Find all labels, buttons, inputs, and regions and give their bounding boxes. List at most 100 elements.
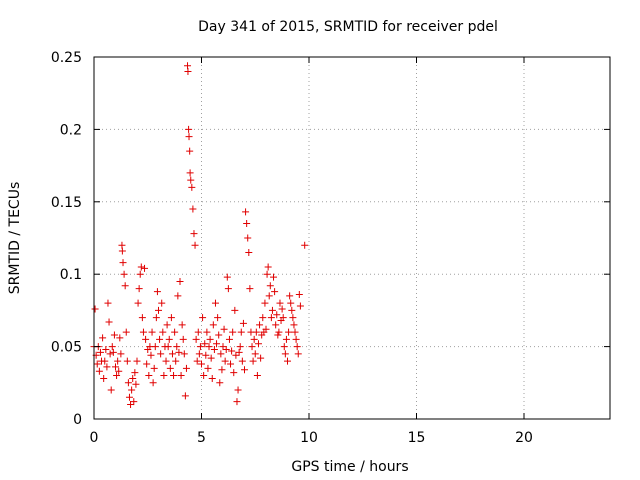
data-point bbox=[238, 357, 246, 365]
data-point bbox=[141, 264, 149, 272]
data-point bbox=[289, 314, 297, 322]
data-point bbox=[233, 398, 241, 406]
data-point bbox=[249, 357, 257, 365]
data-point bbox=[162, 357, 170, 365]
data-point bbox=[167, 314, 175, 322]
data-point bbox=[261, 299, 269, 307]
data-point bbox=[215, 331, 223, 339]
data-point bbox=[139, 328, 147, 336]
data-point bbox=[152, 314, 160, 322]
data-point bbox=[282, 335, 290, 343]
data-point bbox=[170, 372, 178, 380]
y-axis-label: SRMTID / TECUs bbox=[7, 182, 23, 295]
data-point bbox=[278, 305, 286, 313]
data-point bbox=[235, 348, 243, 356]
data-point bbox=[196, 343, 204, 351]
data-point bbox=[203, 328, 211, 336]
x-tick-label: 15 bbox=[408, 430, 426, 446]
data-point bbox=[250, 335, 258, 343]
data-point bbox=[155, 306, 162, 314]
y-tick-label: 0.05 bbox=[51, 340, 82, 356]
data-point bbox=[279, 314, 287, 322]
data-point bbox=[241, 366, 248, 374]
data-point bbox=[105, 318, 113, 326]
data-point bbox=[194, 328, 202, 336]
data-point bbox=[284, 357, 291, 365]
data-point bbox=[104, 299, 112, 307]
data-point bbox=[122, 328, 130, 336]
data-point bbox=[276, 299, 284, 307]
data-point bbox=[173, 343, 181, 351]
data-point bbox=[112, 363, 119, 371]
data-point bbox=[107, 386, 115, 394]
data-point bbox=[192, 335, 200, 343]
data-point bbox=[131, 369, 139, 377]
data-point bbox=[223, 273, 231, 281]
data-point bbox=[143, 360, 151, 368]
data-point bbox=[273, 311, 281, 319]
data-point bbox=[189, 205, 197, 213]
data-point bbox=[142, 335, 150, 343]
data-point bbox=[214, 314, 222, 322]
data-point bbox=[133, 357, 141, 365]
data-point bbox=[286, 292, 294, 300]
data-point bbox=[222, 345, 230, 353]
data-point bbox=[219, 343, 227, 351]
data-point bbox=[242, 208, 250, 216]
data-point bbox=[177, 372, 185, 380]
data-point bbox=[185, 133, 193, 141]
data-point bbox=[172, 357, 180, 365]
y-tick-label: 0.25 bbox=[51, 50, 82, 66]
y-tick-label: 0.1 bbox=[60, 267, 82, 283]
data-point bbox=[256, 321, 264, 329]
data-point bbox=[218, 366, 226, 374]
data-point bbox=[188, 183, 196, 191]
data-point bbox=[239, 319, 247, 327]
data-point bbox=[136, 270, 144, 278]
data-point bbox=[205, 343, 213, 351]
data-point bbox=[290, 321, 298, 329]
data-point bbox=[224, 285, 232, 293]
data-point bbox=[186, 169, 194, 177]
data-point bbox=[270, 273, 278, 281]
data-point bbox=[118, 247, 126, 255]
data-point bbox=[200, 372, 208, 380]
data-point bbox=[207, 354, 215, 362]
chart-title: Day 341 of 2015, SRMTID for receiver pde… bbox=[198, 19, 498, 35]
data-point bbox=[160, 372, 168, 380]
data-point bbox=[120, 270, 128, 278]
data-point bbox=[271, 288, 279, 296]
data-point bbox=[186, 147, 194, 155]
data-point bbox=[174, 292, 182, 300]
data-point bbox=[301, 241, 309, 249]
data-point bbox=[280, 343, 288, 351]
grid-layer bbox=[94, 57, 610, 419]
data-point bbox=[217, 350, 225, 358]
x-tick-label: 0 bbox=[90, 430, 99, 446]
data-point bbox=[101, 357, 109, 365]
data-point bbox=[237, 328, 245, 336]
data-point bbox=[251, 350, 259, 358]
data-point bbox=[116, 334, 124, 342]
data-point bbox=[230, 369, 238, 377]
data-point bbox=[93, 360, 101, 368]
data-point bbox=[213, 340, 221, 348]
data-point bbox=[236, 343, 244, 351]
y-tick-label: 0.15 bbox=[51, 195, 82, 211]
data-point bbox=[243, 220, 251, 228]
data-point bbox=[117, 350, 125, 358]
ticks-layer: 0 5 10 15 20 0 0.05 0.1 0.15 0.2 0.25 bbox=[51, 50, 610, 446]
data-point bbox=[221, 357, 229, 365]
data-point bbox=[265, 292, 273, 300]
data-point bbox=[124, 379, 132, 387]
data-point bbox=[128, 386, 136, 394]
data-point bbox=[206, 335, 214, 343]
data-point bbox=[163, 321, 171, 329]
data-point bbox=[184, 67, 192, 75]
data-point bbox=[153, 288, 161, 296]
data-point bbox=[202, 351, 210, 359]
data-point bbox=[138, 314, 146, 322]
data-point bbox=[246, 285, 254, 293]
